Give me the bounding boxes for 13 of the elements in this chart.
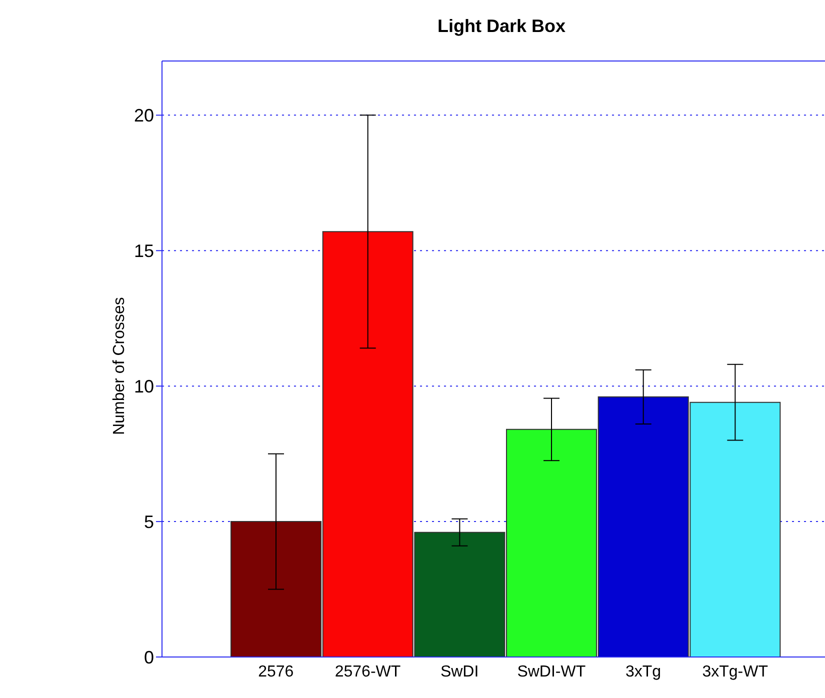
x-tick-label: SwDI: [440, 663, 479, 680]
y-tick-label: 15: [134, 241, 154, 262]
x-tick-label: 3xTg-WT: [702, 663, 768, 680]
y-tick-label: 0: [144, 647, 154, 668]
y-axis-title: Number of Crosses: [111, 296, 129, 434]
x-tick-label: 3xTg: [625, 663, 662, 680]
y-tick-label: 20: [134, 106, 154, 126]
y-tick-label: 5: [144, 512, 154, 532]
x-tick-label: SwDI-WT: [517, 663, 586, 680]
chart-title: Light Dark Box: [436, 15, 566, 38]
x-tick-label: 2576-WT: [334, 663, 401, 680]
x-tick-label: 2576: [258, 663, 294, 680]
y-tick-label: 10: [134, 376, 154, 396]
